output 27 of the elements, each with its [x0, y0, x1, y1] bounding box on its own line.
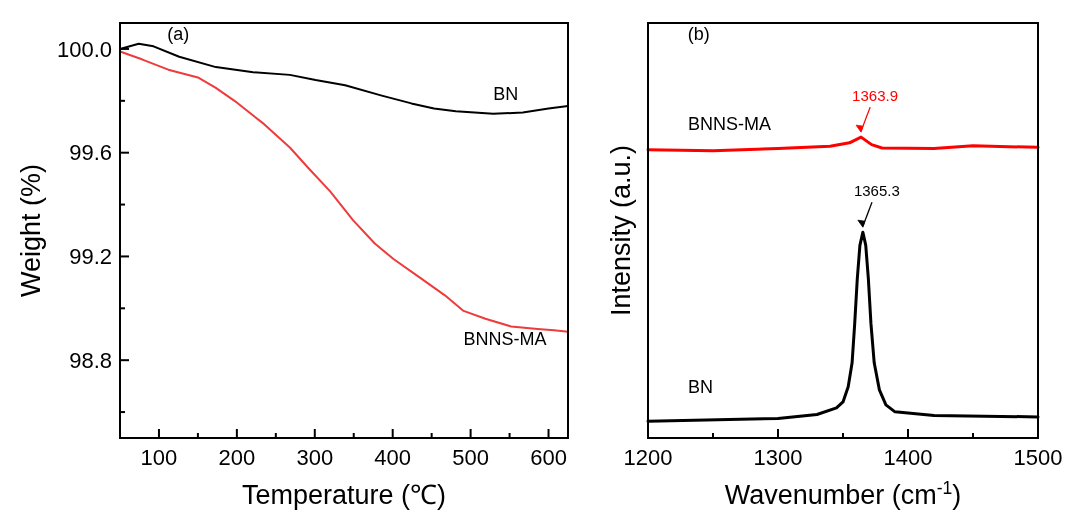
- series-label: BN: [493, 83, 519, 104]
- annotation: 1363.9: [852, 87, 899, 105]
- x-tick-label: 200: [218, 445, 256, 470]
- x-tick-label: 1500: [1013, 445, 1063, 470]
- y-tick-label: 100.0: [56, 36, 112, 62]
- y-axis-title: Intensity (a.u.): [606, 144, 636, 317]
- annotation: 1365.3: [853, 182, 900, 200]
- series-label: BNNS-MA: [688, 113, 772, 134]
- text: (b): [687, 23, 710, 44]
- y-tick-label: 99.2: [69, 244, 112, 270]
- x-tick-label: 1400: [883, 445, 933, 470]
- series-label: BNNS-MA: [463, 328, 547, 349]
- annotation: (a): [167, 23, 190, 44]
- x-tick-label: 500: [452, 445, 489, 470]
- x-tick-label: 300: [296, 445, 334, 470]
- x-tick-label: 1300: [753, 445, 803, 470]
- line-series: [119, 50, 569, 333]
- series-label: BN: [688, 377, 714, 398]
- x-axis-title: Wavenumber (cm$^{-1}$): [724, 478, 962, 510]
- x-tick-label: 600: [530, 445, 567, 470]
- y-tick-label: 99.6: [69, 140, 112, 166]
- x-tick-label: 100: [140, 445, 178, 470]
- y-axis-title: Weight (%): [16, 163, 46, 298]
- x-tick-label: 1200: [623, 445, 673, 470]
- x-tick-label: 400: [374, 445, 412, 470]
- y-tick-label: 98.8: [69, 347, 112, 373]
- x-axis-title: Temperature (℃): [241, 480, 447, 510]
